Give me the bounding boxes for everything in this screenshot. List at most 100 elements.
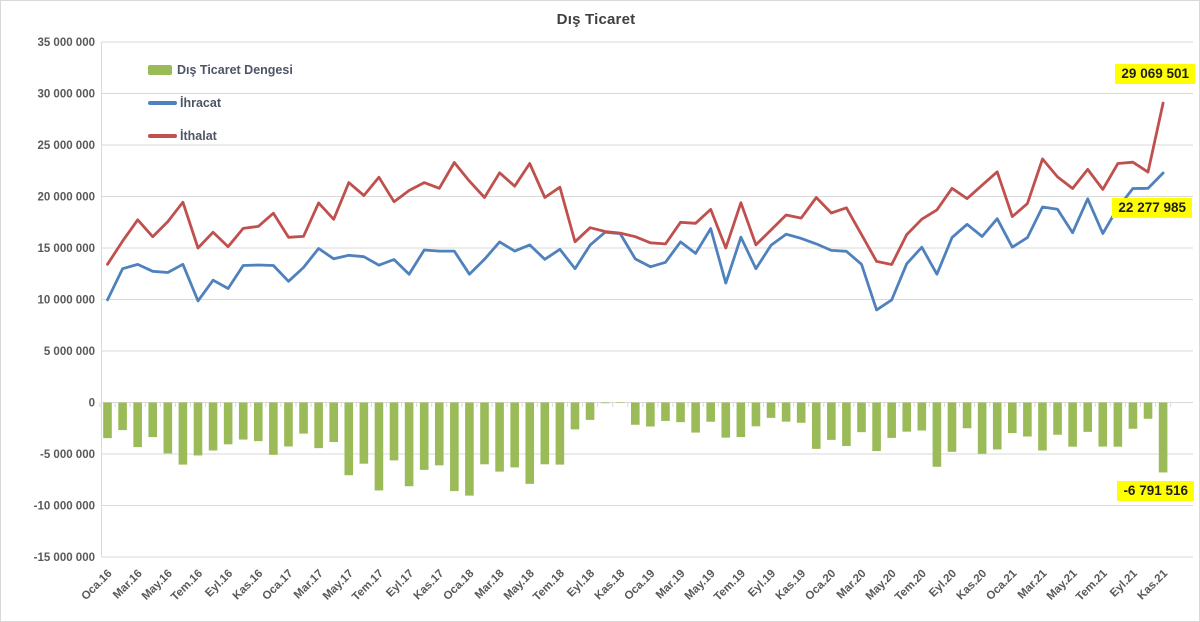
balance-bar: [857, 402, 866, 433]
balance-bar: [932, 402, 942, 467]
imports-last-value-label: 29 069 501: [1115, 64, 1195, 84]
balance-bar: [631, 402, 640, 425]
balance-bar: [163, 402, 173, 454]
svg-text:-10 000 000: -10 000 000: [34, 501, 95, 513]
balance-bar: [917, 402, 927, 431]
imports-swatch-icon: [148, 133, 177, 138]
balance-swatch-icon: [148, 64, 172, 75]
balance-bar: [254, 402, 263, 442]
balance-bar: [1158, 402, 1168, 473]
balance-bar: [555, 402, 565, 465]
balance-bar: [193, 402, 203, 456]
balance-bar: [1008, 402, 1017, 434]
legend-item-balance: Dış Ticaret Dengesi: [148, 53, 293, 86]
exports-swatch-icon: [148, 100, 177, 105]
svg-text:Oca.20: Oca.20: [803, 568, 838, 603]
balance-bar: [269, 402, 278, 455]
svg-text:Kas.17: Kas.17: [412, 568, 447, 603]
x-axis-labels: Oca.16Mar.16May.16Tem.16Eyl.16Kas.16Oca.…: [79, 567, 1170, 603]
balance-bar: [480, 402, 489, 465]
balance-bar: [585, 402, 595, 420]
svg-text:Tem.20: Tem.20: [893, 568, 929, 604]
balance-bar: [781, 402, 791, 422]
balance-bar: [766, 402, 776, 418]
exports-line: [106, 171, 1165, 312]
svg-text:Oca.17: Oca.17: [260, 568, 295, 603]
balance-bar: [600, 402, 610, 404]
balance-bar: [284, 402, 293, 447]
category-axis-ticks: [99, 402, 1172, 407]
svg-text:Oca.18: Oca.18: [441, 567, 477, 603]
balance-bar: [706, 402, 715, 422]
balance-bar: [676, 402, 685, 423]
balance-bar: [1038, 402, 1047, 451]
svg-text:Kas.21: Kas.21: [1136, 567, 1171, 602]
svg-text:Tem.17: Tem.17: [350, 568, 386, 604]
balance-bar: [389, 402, 399, 461]
balance-bar: [992, 402, 1002, 450]
legend-label-exports: İhracat: [180, 95, 221, 110]
balance-bar: [902, 402, 912, 432]
balance-bar: [223, 402, 233, 445]
balance-bar: [661, 402, 670, 421]
balance-bar: [404, 402, 414, 487]
balance-bar: [811, 402, 821, 449]
svg-text:Tem.21: Tem.21: [1074, 567, 1110, 603]
balance-bar: [751, 402, 761, 427]
svg-text:15 000 000: 15 000 000: [37, 243, 95, 255]
balance-bar: [465, 402, 474, 496]
svg-text:Tem.16: Tem.16: [169, 568, 205, 604]
svg-text:20 000 000: 20 000 000: [37, 192, 95, 204]
balance-bar: [1053, 402, 1062, 435]
balance-bar: [510, 402, 519, 468]
chart-title: Dış Ticaret: [556, 11, 636, 28]
balance-bar: [208, 402, 218, 451]
svg-text:Mar.20: Mar.20: [835, 568, 869, 602]
balance-bar: [1023, 402, 1032, 437]
balance-bar: [1068, 402, 1077, 447]
svg-text:35 000 000: 35 000 000: [37, 37, 95, 49]
balance-bar: [419, 402, 429, 470]
svg-text:0: 0: [89, 398, 95, 410]
balance-bar: [570, 402, 580, 430]
balance-bar: [329, 402, 338, 443]
svg-text:May.16: May.16: [140, 568, 175, 603]
balance-bar: [118, 402, 127, 431]
svg-text:Kas.16: Kas.16: [231, 568, 266, 603]
balance-bar: [1143, 402, 1153, 419]
svg-text:Kas.18: Kas.18: [593, 567, 628, 602]
svg-text:Oca.19: Oca.19: [622, 568, 657, 603]
svg-text:May.18: May.18: [502, 567, 537, 602]
balance-bar: [646, 402, 655, 427]
legend-label-balance: Dış Ticaret Dengesi: [177, 62, 293, 77]
svg-text:10 000 000: 10 000 000: [37, 295, 95, 307]
y-axis-labels: 35 000 000 30 000 000 25 000 000 20 000 000…: [34, 37, 95, 564]
balance-bar: [344, 402, 354, 476]
svg-text:25 000 000: 25 000 000: [37, 140, 95, 152]
balance-bar: [525, 402, 535, 484]
balance-bar: [977, 402, 987, 454]
balance-bar: [691, 402, 700, 433]
balance-bar: [374, 402, 384, 491]
balance-bar: [359, 402, 369, 464]
balance-bar: [872, 402, 881, 452]
svg-text:-5 000 000: -5 000 000: [40, 449, 95, 461]
balance-bar: [540, 402, 550, 465]
balance-bar: [615, 402, 625, 404]
balance-bar: [1098, 402, 1108, 447]
balance-bar: [1083, 402, 1092, 432]
svg-text:30 000 000: 30 000 000: [37, 89, 95, 101]
balance-last-value-label: -6 791 516: [1117, 481, 1194, 501]
balance-bar: [148, 402, 158, 438]
balance-bar: [450, 402, 459, 492]
svg-text:Tem.18: Tem.18: [531, 567, 567, 603]
balance-bar: [495, 402, 504, 472]
balance-bar: [133, 402, 142, 448]
exports-last-value-label: 22 277 985: [1112, 198, 1192, 218]
balance-bar: [299, 402, 308, 434]
imports-line: [106, 101, 1165, 266]
balance-bar: [887, 402, 896, 438]
balance-bar: [103, 402, 112, 439]
svg-text:Oca.16: Oca.16: [79, 568, 114, 603]
